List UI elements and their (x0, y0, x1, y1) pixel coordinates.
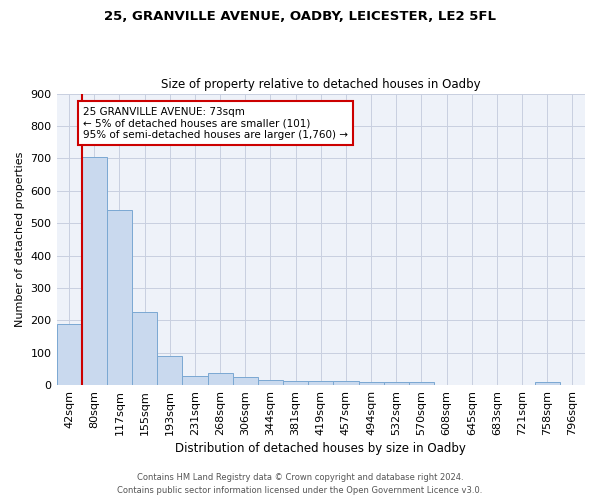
Text: 25, GRANVILLE AVENUE, OADBY, LEICESTER, LE2 5FL: 25, GRANVILLE AVENUE, OADBY, LEICESTER, … (104, 10, 496, 23)
Bar (132, 312, 157, 385)
Bar (258, 380, 283, 385)
Bar (283, 381, 308, 385)
Bar (107, 210, 132, 385)
Bar (308, 381, 334, 385)
Bar (409, 382, 434, 385)
Bar (334, 381, 359, 385)
Bar (535, 382, 560, 385)
Y-axis label: Number of detached properties: Number of detached properties (15, 152, 25, 327)
X-axis label: Distribution of detached houses by size in Oadby: Distribution of detached houses by size … (175, 442, 466, 455)
Bar (233, 377, 258, 385)
Bar (383, 382, 409, 385)
Bar (182, 376, 208, 385)
Bar (56, 324, 82, 385)
Bar (157, 356, 182, 385)
Text: 25 GRANVILLE AVENUE: 73sqm
← 5% of detached houses are smaller (101)
95% of semi: 25 GRANVILLE AVENUE: 73sqm ← 5% of detac… (83, 106, 348, 140)
Text: Contains HM Land Registry data © Crown copyright and database right 2024.
Contai: Contains HM Land Registry data © Crown c… (118, 474, 482, 495)
Bar (208, 373, 233, 385)
Bar (359, 382, 383, 385)
Title: Size of property relative to detached houses in Oadby: Size of property relative to detached ho… (161, 78, 481, 91)
Bar (82, 156, 107, 385)
